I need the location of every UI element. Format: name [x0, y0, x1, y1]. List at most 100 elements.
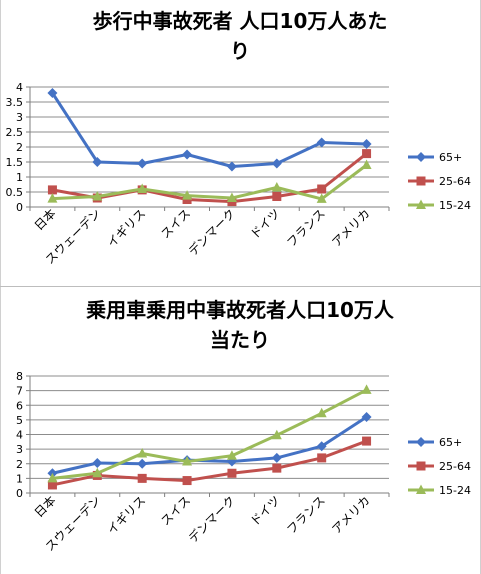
data-point	[182, 190, 193, 200]
y-tick-label: 1.5	[6, 156, 24, 169]
data-point	[47, 480, 57, 490]
data-point	[271, 158, 282, 169]
data-point	[272, 192, 282, 201]
left-edge	[0, 0, 1, 574]
data-point	[226, 192, 237, 202]
data-point	[271, 429, 282, 440]
y-tick-label: 2.5	[6, 126, 24, 139]
data-point	[362, 149, 372, 159]
x-tick-label: スイス	[158, 493, 193, 528]
series-65+	[47, 411, 372, 479]
data-point	[317, 184, 327, 194]
data-point	[316, 441, 327, 452]
legend-label: 15-24	[439, 484, 471, 497]
data-point	[137, 458, 148, 469]
y-tick-label: 3	[16, 111, 23, 124]
y-tick-label: 3	[16, 443, 23, 456]
x-tick-label: デンマーク	[185, 206, 238, 259]
chart-title-line: り	[230, 39, 250, 63]
data-point	[47, 193, 58, 203]
y-tick-label: 6	[16, 399, 23, 412]
data-point	[137, 448, 148, 458]
data-point	[137, 183, 148, 193]
x-tick-label: ドイツ	[248, 493, 283, 528]
legend-marker	[416, 176, 426, 186]
chart-divider	[0, 286, 481, 287]
data-point	[362, 436, 372, 446]
data-point	[361, 159, 372, 169]
data-point	[271, 452, 282, 463]
chart-title-line: 当たり	[210, 328, 270, 352]
data-point	[361, 139, 372, 149]
y-tick-label: 2	[16, 458, 23, 471]
data-point	[137, 158, 148, 169]
legend-label: 25-64	[439, 460, 471, 473]
y-tick-label: 3.5	[6, 96, 24, 109]
chart-panel-pedestrian: 歩行中事故死者 人口10万人あたり 0 0.5 1 1.5 2 2.5 3 3.5 4 日本 スウェー…	[6, 9, 471, 267]
data-point	[92, 191, 103, 201]
y-tick-label: 7	[16, 385, 23, 398]
legend-marker	[416, 437, 426, 447]
data-point	[226, 161, 237, 172]
series-15-24	[47, 384, 372, 483]
y-tick-label: 1	[16, 472, 23, 485]
data-point	[47, 472, 58, 483]
data-point	[47, 185, 57, 195]
data-point	[361, 384, 372, 394]
chart-pedestrian-deaths: 歩行中事故死者 人口10万人あたり00.511.522.533.54日本スウェー…	[6, 9, 471, 267]
y-tick-label: 0	[16, 487, 23, 500]
x-tick-label: アメリカ	[329, 493, 372, 536]
data-point	[271, 182, 282, 192]
data-point	[182, 149, 193, 160]
x-tick-label: デンマーク	[185, 493, 238, 546]
data-point	[316, 137, 327, 148]
legend-marker	[416, 484, 426, 494]
series-65+	[47, 88, 372, 172]
y-tick-label: 2	[16, 141, 23, 154]
y-tick-label: 4	[16, 429, 23, 442]
x-tick-label: イギリス	[104, 206, 148, 250]
legend-label: 25-64	[439, 175, 471, 188]
data-point	[47, 88, 58, 98]
y-tick-label: 4	[16, 81, 23, 94]
data-point	[316, 407, 327, 418]
series-line	[51, 92, 367, 168]
y-tick-label: 0	[16, 201, 23, 214]
x-tick-label: アメリカ	[329, 206, 372, 249]
data-point	[92, 467, 103, 478]
data-point	[361, 411, 372, 422]
data-point	[316, 193, 327, 203]
data-point	[317, 453, 327, 463]
data-point	[92, 157, 103, 167]
legend-marker	[416, 152, 426, 162]
data-point	[137, 473, 147, 483]
y-tick-label: 0.5	[6, 186, 24, 199]
x-tick-label: スイス	[158, 206, 193, 241]
x-tick-label: ドイツ	[248, 206, 283, 241]
chart-title-line: 乗用車乗用中事故死者人口10万人	[86, 298, 395, 322]
x-tick-label: 日本	[32, 206, 59, 233]
x-tick-label: フランス	[284, 206, 328, 250]
data-point	[92, 458, 103, 469]
series-line	[52, 415, 368, 475]
y-tick-label: 1	[16, 171, 23, 184]
legend-label: 65+	[439, 436, 462, 449]
x-tick-label: 日本	[32, 493, 59, 520]
series-15-24	[47, 159, 372, 203]
data-point	[226, 450, 237, 460]
legend-marker	[416, 461, 426, 471]
chart-title-line: 歩行中事故死者 人口10万人あた	[93, 9, 388, 33]
legend-label: 65+	[439, 151, 462, 164]
data-point	[182, 456, 193, 466]
x-tick-label: イギリス	[104, 493, 148, 537]
data-point	[272, 463, 282, 473]
series-line	[52, 439, 368, 487]
y-tick-label: 5	[16, 414, 23, 427]
series-line	[52, 163, 368, 201]
x-tick-label: フランス	[284, 493, 328, 537]
legend-label: 15-24	[439, 199, 471, 212]
chart-panel-car-occupant: 乗用車乗用中事故死者人口10万人 当たり 0 1 2 3 4 5 6 7 8 日本 スウェーデン イギリス…	[0, 287, 481, 574]
data-point	[227, 468, 237, 478]
legend-marker	[416, 199, 426, 209]
